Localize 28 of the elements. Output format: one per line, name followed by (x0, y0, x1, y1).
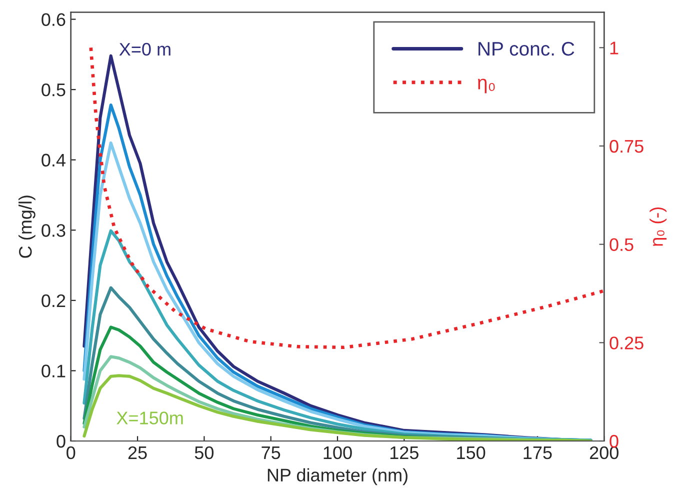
x-tick-label: 175 (524, 446, 552, 460)
y-tick-label: 0 (56, 434, 66, 448)
y2-tick-label: 1 (610, 42, 618, 54)
y2-tick-label: 0 (610, 434, 618, 448)
y-axis-title: C (mg/l) (18, 196, 36, 258)
y2-tick-label: 0.75 (610, 140, 644, 153)
x-axis-title: NP diameter (nm) (268, 468, 408, 486)
x-tick-label: 125 (390, 446, 418, 460)
legend-label: η₀ (478, 78, 495, 94)
y2-tick-label: 0.5 (610, 238, 634, 252)
legend-label: NP conc. C (478, 42, 574, 56)
x-tick-label: 75 (262, 446, 280, 460)
annotation: X=0 m (119, 42, 170, 56)
x-tick-label: 50 (194, 446, 214, 460)
y-tick-label: 0.2 (42, 294, 66, 308)
y-tick-label: 0.3 (42, 224, 66, 237)
x-tick-label: 200 (590, 446, 618, 460)
y-tick-label: 0.5 (42, 84, 66, 96)
x-tick-label: 100 (324, 446, 352, 460)
annotation: X=150m (116, 412, 183, 424)
y2-tick-label: 0.25 (610, 336, 644, 350)
x-tick-label: 25 (128, 446, 147, 460)
x-tick-label: 150 (457, 446, 486, 460)
y2-axis-title: η₀ (-) (650, 207, 666, 246)
y-tick-label: 0.4 (42, 154, 66, 167)
y-tick-label: 0.1 (42, 364, 66, 378)
y-tick-label: 0.6 (42, 13, 66, 26)
x-tick-label: 0 (66, 446, 76, 460)
